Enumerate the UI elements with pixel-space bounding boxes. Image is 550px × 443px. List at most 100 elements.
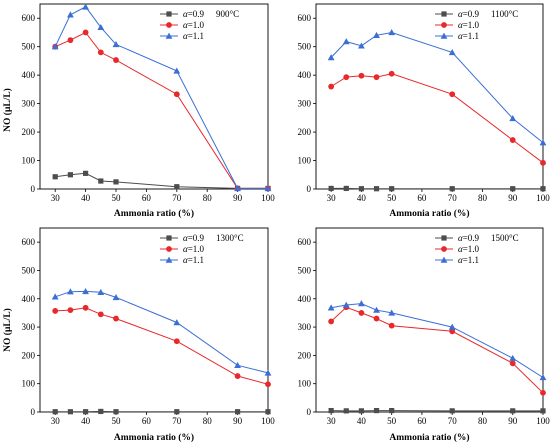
x-tick-label: 40 [357,193,367,203]
x-tick-label: 100 [261,193,275,203]
x-tick-label: 90 [508,416,518,426]
legend-marker [166,246,172,252]
y-tick-label: 300 [22,322,36,332]
x-tick-label: 90 [233,416,243,426]
data-point [173,319,181,326]
data-point [540,159,546,166]
y-tick-label: 600 [298,13,312,23]
legend-label: α=0.9 [458,9,480,19]
data-point [509,137,516,143]
data-point [113,409,119,415]
legend-label: α=1.0 [183,20,205,30]
data-point [264,185,272,192]
data-point [173,338,180,345]
data-point [373,315,380,322]
x-tick-label: 70 [448,193,458,203]
legend-label: α=1.0 [183,244,205,254]
x-axis-title: Ammonia ratio (%) [114,208,194,219]
legend-label: α=0.9 [183,233,205,243]
legend-label: α=1.1 [183,255,204,265]
series-line-2 [330,306,544,394]
data-point [51,43,59,50]
data-point [67,37,74,44]
legend-marker [441,11,447,17]
y-axis-title: NO (μL/L) [2,308,13,352]
data-point [67,307,74,313]
y-tick-label: 400 [298,294,312,304]
y-tick-label: 400 [22,70,36,80]
plot-frame [315,227,544,413]
data-point [113,57,119,63]
y-tick-label: 0 [31,407,36,417]
data-point [373,74,380,81]
x-tick-label: 50 [387,193,397,203]
data-point [388,309,396,316]
data-point [234,373,241,379]
data-point [113,179,119,185]
legend-marker [165,32,173,39]
data-point [388,29,396,36]
y-tick-label: 300 [298,322,312,332]
data-point [82,288,89,295]
data-point [52,409,58,415]
data-point [358,72,365,79]
temperature-annotation: 1300°C [216,233,244,243]
x-axis-title: Ammonia ratio (%) [389,432,469,443]
data-point [82,3,89,10]
x-tick-label: 70 [172,193,182,203]
x-tick-label: 40 [81,193,91,203]
x-tick-label: 70 [448,416,458,426]
series-line-3 [331,303,544,378]
series-line-2 [55,31,268,189]
data-point [112,41,120,48]
plot-frame [315,3,544,190]
x-tick-label: 80 [203,416,213,426]
y-tick-label: 100 [298,156,312,166]
y-tick-label: 500 [298,265,312,275]
x-tick-label: 40 [81,416,91,426]
y-tick-label: 600 [22,237,36,247]
legend-marker [166,22,172,28]
data-point [373,306,380,313]
data-point [97,288,105,295]
data-point [174,184,180,190]
data-point [388,70,395,77]
data-point [540,186,546,192]
legend-marker [441,246,447,252]
y-tick-label: 500 [298,42,312,52]
x-tick-label: 50 [387,416,397,426]
plot-frame [39,227,269,413]
temperature-annotation: 900°C [216,9,239,19]
data-point [389,407,395,414]
chart-panel-2: 30 40 50 60 70 80 90 100 0 100 200 300 400 500 600 Ammo… [298,3,550,219]
data-point [539,139,547,146]
data-point [373,186,380,192]
y-tick-label: 100 [298,379,312,389]
data-point [98,408,104,415]
x-tick-label: 30 [327,416,337,426]
data-point [358,408,364,414]
data-point [97,49,104,56]
y-tick-label: 200 [22,350,36,360]
chart-panel-1: 30 40 50 60 70 80 90 100 0 100 200 300 400 500 600 Ammo… [2,3,275,219]
data-point [98,178,104,184]
data-point [174,409,180,415]
data-point [389,186,395,192]
data-point [173,67,181,74]
data-point [328,83,335,90]
y-tick-label: 200 [298,127,312,137]
data-point [373,31,380,39]
y-tick-label: 200 [22,127,36,137]
series-line-3 [55,290,269,374]
x-tick-label: 90 [233,193,243,203]
data-point [358,310,365,316]
x-tick-label: 50 [112,416,122,426]
data-point [327,304,335,311]
x-tick-label: 100 [261,416,275,426]
data-point [539,374,547,381]
data-point [343,408,349,414]
legend-marker [166,235,172,241]
data-point [265,381,271,388]
y-axis-title: NO (μL/L) [2,88,13,132]
data-point [509,360,516,367]
